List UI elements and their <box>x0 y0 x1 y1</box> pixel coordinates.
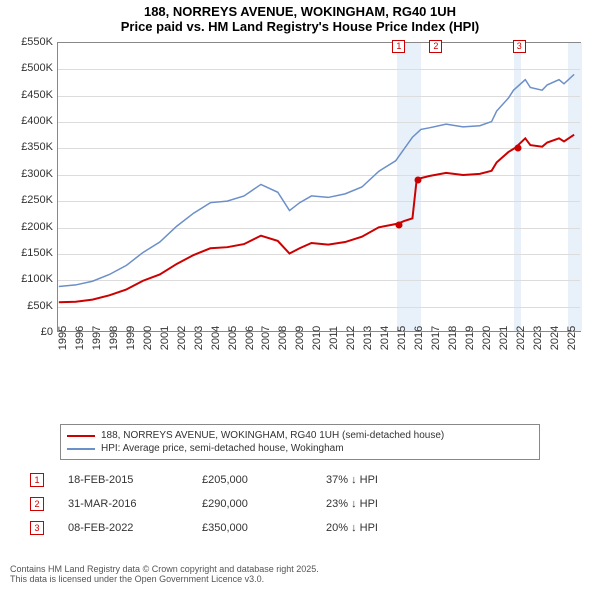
footer-line: This data is licensed under the Open Gov… <box>10 574 319 584</box>
y-axis-label: £200K <box>21 221 53 233</box>
event-price: £205,000 <box>202 474 302 486</box>
y-axis-label: £550K <box>21 36 53 48</box>
y-axis-label: £450K <box>21 89 53 101</box>
footer-attribution: Contains HM Land Registry data © Crown c… <box>10 564 319 584</box>
legend-label: HPI: Average price, semi-detached house,… <box>101 443 344 454</box>
chart-title: 188, NORREYS AVENUE, WOKINGHAM, RG40 1UH <box>0 0 600 19</box>
x-axis-label: 2024 <box>549 326 561 350</box>
x-axis-label: 2025 <box>566 326 578 350</box>
event-delta: 23% ↓ HPI <box>326 498 426 510</box>
x-axis-label: 1997 <box>91 326 103 350</box>
x-axis-label: 2022 <box>515 326 527 350</box>
chart-svg <box>58 43 580 331</box>
marker-box-3: 3 <box>513 40 526 53</box>
y-axis-label: £50K <box>27 300 53 312</box>
y-axis-label: £100K <box>21 273 53 285</box>
x-axis-label: 2017 <box>430 326 442 350</box>
event-price: £290,000 <box>202 498 302 510</box>
x-axis-label: 2005 <box>227 326 239 350</box>
x-axis-label: 2014 <box>379 326 391 350</box>
legend-swatch-price <box>67 435 95 437</box>
series-line-price_paid <box>59 135 574 303</box>
y-axis-label: £350K <box>21 141 53 153</box>
event-price: £350,000 <box>202 522 302 534</box>
x-axis-label: 2021 <box>498 326 510 350</box>
x-axis-label: 2007 <box>260 326 272 350</box>
x-axis-label: 2000 <box>142 326 154 350</box>
x-axis-label: 1999 <box>125 326 137 350</box>
event-date: 08-FEB-2022 <box>68 522 178 534</box>
x-axis-label: 2018 <box>447 326 459 350</box>
legend-label: 188, NORREYS AVENUE, WOKINGHAM, RG40 1UH… <box>101 430 444 441</box>
x-axis-label: 2020 <box>481 326 493 350</box>
events-table: 1 18-FEB-2015 £205,000 37% ↓ HPI 2 31-MAR-201… <box>30 468 600 540</box>
event-marker-box: 2 <box>30 497 44 511</box>
y-axis-label: £300K <box>21 168 53 180</box>
x-axis-label: 1998 <box>108 326 120 350</box>
legend: 188, NORREYS AVENUE, WOKINGHAM, RG40 1UH… <box>60 424 540 460</box>
event-marker-box: 3 <box>30 521 44 535</box>
x-axis-label: 1995 <box>57 326 69 350</box>
event-marker-box: 1 <box>30 473 44 487</box>
legend-row: HPI: Average price, semi-detached house,… <box>67 442 533 455</box>
x-axis-label: 2011 <box>328 326 340 350</box>
marker-box-2: 2 <box>429 40 442 53</box>
event-row: 2 31-MAR-2016 £290,000 23% ↓ HPI <box>30 492 600 516</box>
event-delta: 37% ↓ HPI <box>326 474 426 486</box>
x-axis-label: 2003 <box>193 326 205 350</box>
x-axis-label: 2010 <box>311 326 323 350</box>
marker-dot-3 <box>514 145 521 152</box>
event-date: 18-FEB-2015 <box>68 474 178 486</box>
x-axis-label: 2001 <box>159 326 171 350</box>
x-axis-label: 2004 <box>210 326 222 350</box>
marker-dot-2 <box>415 177 422 184</box>
x-axis-label: 2016 <box>413 326 425 350</box>
y-axis-label: £500K <box>21 62 53 74</box>
chart-container: £0 £50K £100K £150K £200K £250K £300K £350K £400… <box>15 38 585 378</box>
y-axis-label: £400K <box>21 115 53 127</box>
series-line-hpi <box>59 74 574 286</box>
x-axis-label: 1996 <box>74 326 86 350</box>
legend-row: 188, NORREYS AVENUE, WOKINGHAM, RG40 1UH… <box>67 429 533 442</box>
x-axis-label: 2019 <box>464 326 476 350</box>
event-delta: 20% ↓ HPI <box>326 522 426 534</box>
x-axis-label: 2006 <box>244 326 256 350</box>
x-axis-label: 2012 <box>345 326 357 350</box>
event-row: 1 18-FEB-2015 £205,000 37% ↓ HPI <box>30 468 600 492</box>
x-axis-label: 2002 <box>176 326 188 350</box>
x-axis-label: 2009 <box>294 326 306 350</box>
y-axis-label: £150K <box>21 247 53 259</box>
x-axis-label: 2023 <box>532 326 544 350</box>
event-date: 31-MAR-2016 <box>68 498 178 510</box>
x-axis-label: 2008 <box>277 326 289 350</box>
x-axis-label: 2013 <box>362 326 374 350</box>
y-axis-label: £0 <box>41 326 53 338</box>
chart-subtitle: Price paid vs. HM Land Registry's House … <box>0 19 600 38</box>
footer-line: Contains HM Land Registry data © Crown c… <box>10 564 319 574</box>
y-axis-label: £250K <box>21 194 53 206</box>
plot-area <box>57 42 581 332</box>
marker-box-1: 1 <box>392 40 405 53</box>
event-row: 3 08-FEB-2022 £350,000 20% ↓ HPI <box>30 516 600 540</box>
marker-dot-1 <box>396 221 403 228</box>
legend-swatch-hpi <box>67 448 95 450</box>
x-axis-label: 2015 <box>396 326 408 350</box>
